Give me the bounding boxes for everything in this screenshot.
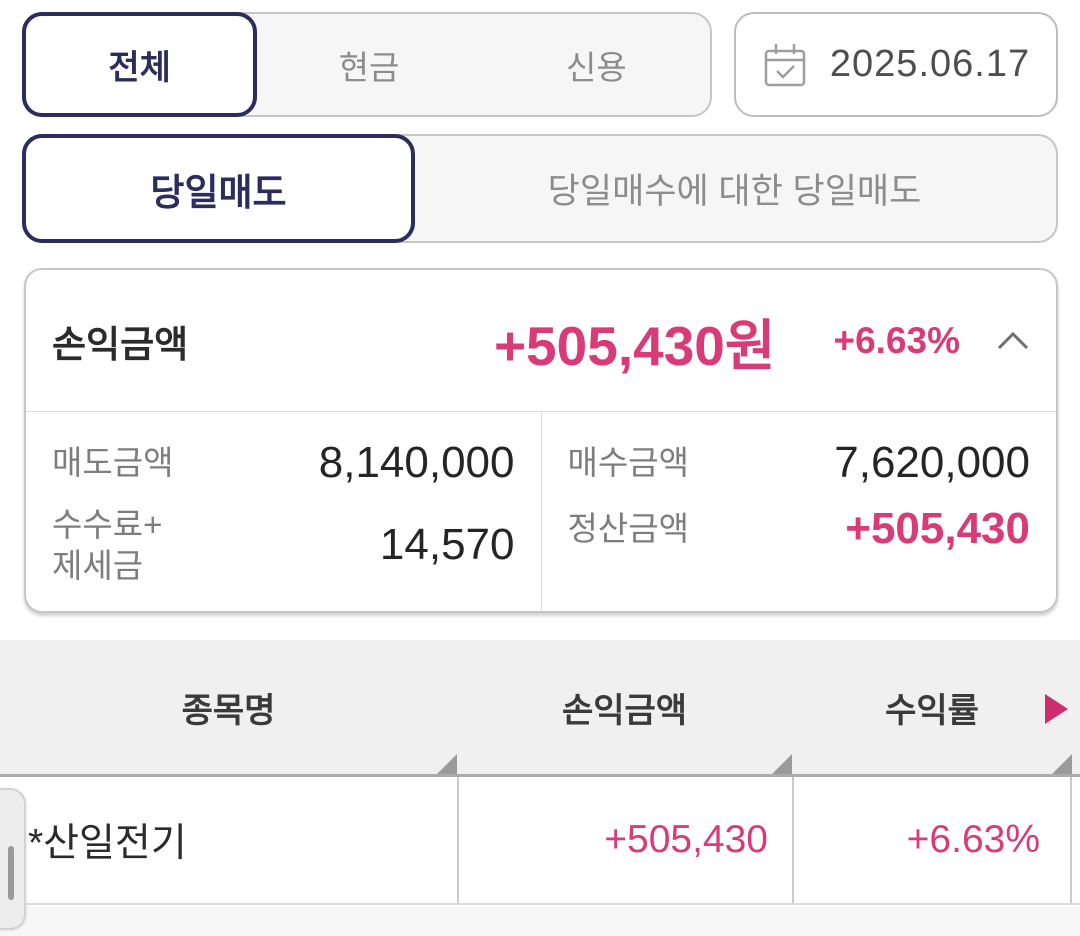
summary-left-column: 매도금액 8,140,000 수수료+ 제세금 14,570 bbox=[26, 412, 542, 612]
tab-same-day-buy-sell[interactable]: 당일매수에 대한 당일매도 bbox=[547, 172, 922, 211]
buy-amount-label: 매수금액 bbox=[567, 444, 689, 482]
profit-title: 손익금액 bbox=[52, 323, 189, 365]
column-resize-marker bbox=[1052, 754, 1072, 774]
account-type-tabs: 전체 현금 신용 bbox=[22, 12, 712, 117]
profit-summary-details: 매도금액 8,140,000 수수료+ 제세금 14,570 매수금액 7,62… bbox=[26, 412, 1056, 612]
calendar-check-icon bbox=[762, 41, 808, 89]
fees-label: 수수료+ 제세금 bbox=[52, 506, 163, 585]
sell-amount-row: 매도금액 8,140,000 bbox=[52, 438, 515, 488]
holdings-table-header: 종목명 손익금액 수익률 bbox=[0, 640, 1080, 777]
profit-summary-header: 손익금액 +505,430원 +6.63% bbox=[26, 270, 1056, 412]
buy-amount-value: 7,620,000 bbox=[834, 438, 1030, 487]
sell-amount-value: 8,140,000 bbox=[318, 438, 515, 487]
date-value: 2025.06.17 bbox=[829, 43, 1031, 85]
row-return-rate: +6.63% bbox=[792, 777, 1072, 903]
profit-rate: +6.63% bbox=[833, 319, 960, 361]
drag-handle-bar-icon bbox=[8, 846, 14, 900]
row-stock-name: *산일전기 bbox=[28, 822, 187, 865]
column-resize-marker bbox=[437, 754, 457, 774]
tab-credit[interactable]: 신용 bbox=[565, 48, 627, 86]
profit-summary-card: 손익금액 +505,430원 +6.63% 매도금액 8,140,000 수수료… bbox=[24, 268, 1058, 613]
sell-amount-label: 매도금액 bbox=[52, 444, 174, 482]
header-return-rate[interactable]: 수익률 bbox=[885, 691, 979, 730]
fees-row: 수수료+ 제세금 14,570 bbox=[52, 504, 515, 587]
sell-type-tabs: 당일매도 당일매수에 대한 당일매도 bbox=[22, 134, 1058, 243]
summary-right-column: 매수금액 7,620,000 정산금액 +505,430 bbox=[542, 412, 1057, 612]
fees-value: 14,570 bbox=[379, 520, 515, 570]
settlement-value: +505,430 bbox=[845, 504, 1030, 553]
buy-amount-row: 매수금액 7,620,000 bbox=[568, 438, 1031, 488]
table-row[interactable]: *산일전기 +505,430 +6.63% bbox=[0, 777, 1080, 905]
column-resize-marker bbox=[772, 754, 792, 774]
tab-same-day-sell[interactable]: 당일매도 bbox=[22, 134, 415, 243]
collapse-toggle[interactable] bbox=[996, 328, 1030, 354]
tab-all[interactable]: 전체 bbox=[22, 12, 258, 117]
settlement-row: 정산금액 +505,430 bbox=[568, 504, 1031, 554]
tab-cash[interactable]: 현금 bbox=[338, 48, 400, 86]
row-profit-amount: +505,430 bbox=[457, 777, 792, 903]
header-stock-name[interactable]: 종목명 bbox=[181, 691, 276, 730]
date-picker[interactable]: 2025.06.17 bbox=[734, 12, 1058, 117]
profit-amount: +505,430원 bbox=[493, 314, 776, 377]
settlement-label: 정산금액 bbox=[567, 510, 689, 548]
chevron-up-icon bbox=[996, 328, 1030, 354]
edge-panel-handle[interactable] bbox=[0, 788, 26, 930]
play-right-icon[interactable] bbox=[1045, 694, 1068, 724]
header-profit-amount[interactable]: 손익금액 bbox=[561, 691, 688, 730]
footer-strip bbox=[0, 907, 1080, 936]
